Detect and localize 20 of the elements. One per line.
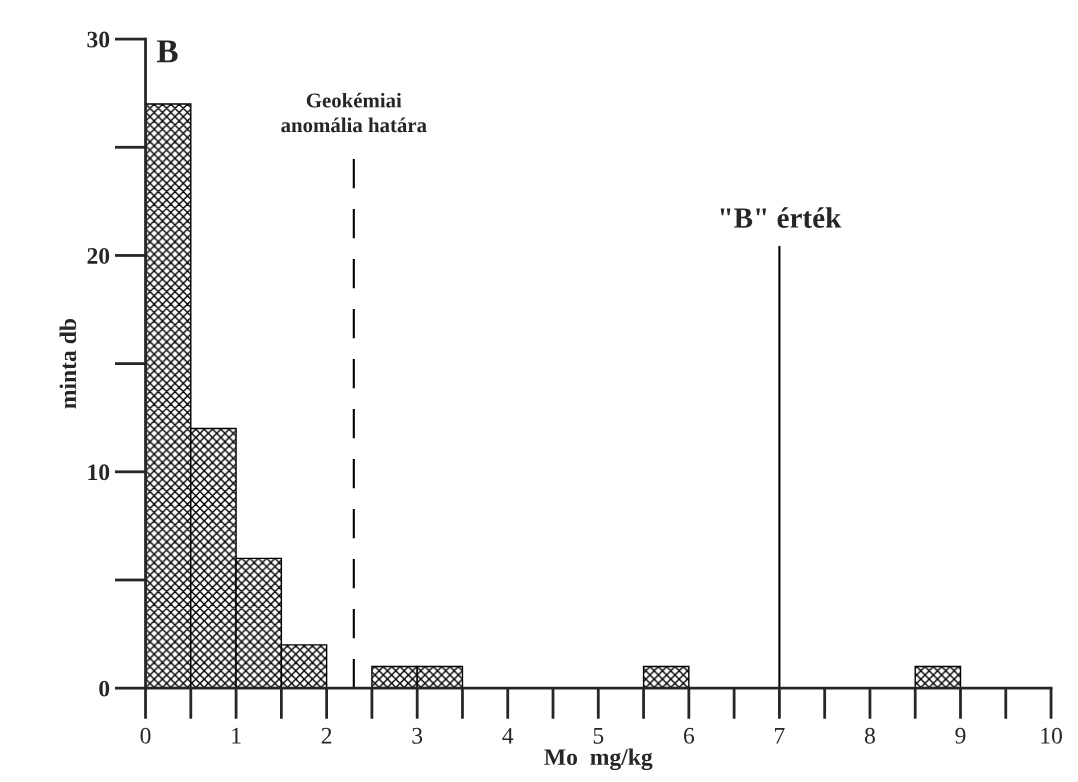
y-tick-label: 30 xyxy=(87,31,110,48)
x-tick-label: 0 xyxy=(140,727,151,744)
y-tick-label: 0 xyxy=(99,680,110,697)
ref-line-label: "B" érték xyxy=(720,207,842,228)
x-tick-label: 10 xyxy=(1041,727,1062,744)
x-tick-label: 3 xyxy=(412,727,423,744)
x-axis-title: Mo mg/kg xyxy=(544,748,653,771)
y-axis-title: minta db xyxy=(59,318,77,409)
chart-title: B xyxy=(156,40,178,63)
x-tick-label: 7 xyxy=(775,727,785,744)
x-tick-label: 9 xyxy=(955,727,966,744)
x-tick-label: 6 xyxy=(683,727,695,744)
ref-line-label: Geokémiai anomália határa xyxy=(281,92,427,133)
x-tick-label: 4 xyxy=(502,727,514,744)
x-tick-label: 5 xyxy=(593,727,604,744)
x-tick-label: 1 xyxy=(232,727,241,744)
x-tick-label: 2 xyxy=(321,727,332,744)
y-tick-label: 10 xyxy=(88,464,110,481)
x-tick-label: 8 xyxy=(864,727,875,744)
y-tick-label: 20 xyxy=(87,247,110,264)
